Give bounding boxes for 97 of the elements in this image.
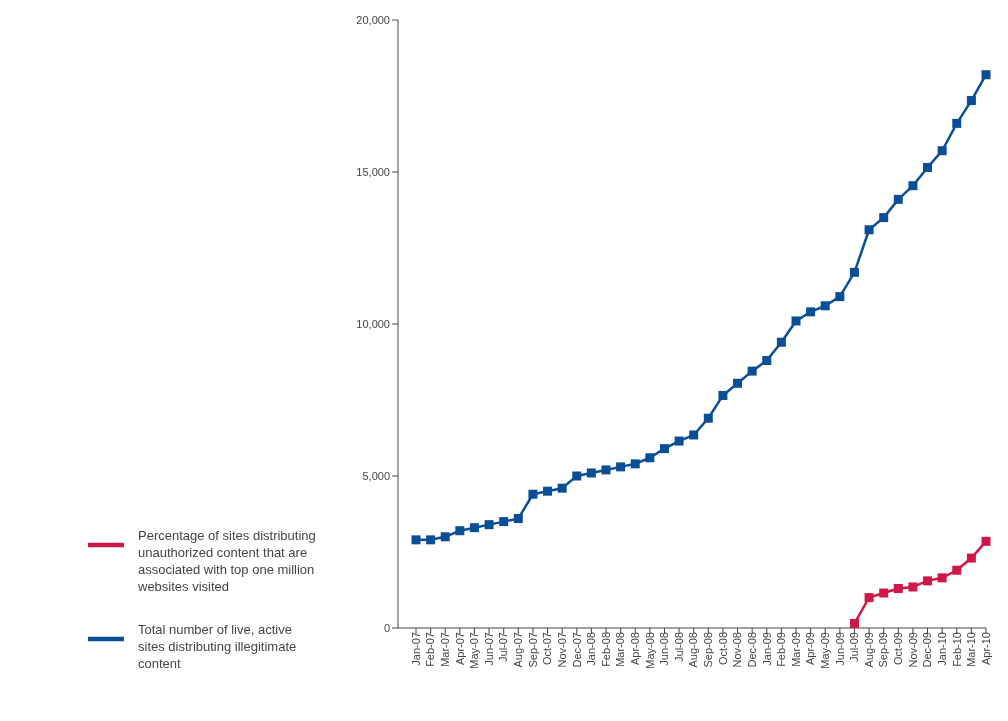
y-tick-label: 10,000 xyxy=(356,317,390,330)
point xyxy=(776,337,786,347)
point xyxy=(645,453,655,463)
x-tick-label: May-08 xyxy=(643,632,656,669)
x-tick-label: Aug-07 xyxy=(512,632,525,668)
point xyxy=(426,535,436,545)
point xyxy=(966,553,976,563)
point xyxy=(893,194,903,204)
x-tick-label: Feb-08 xyxy=(599,632,612,667)
point xyxy=(733,378,743,388)
x-tick-label: Apr-10 xyxy=(979,632,992,666)
point xyxy=(864,593,874,603)
point xyxy=(923,162,933,172)
x-tick-label: Sep-09 xyxy=(877,632,890,668)
x-tick-label: Apr-09 xyxy=(804,632,817,666)
point xyxy=(952,565,962,575)
x-tick-label: Mar-10 xyxy=(965,632,978,667)
x-tick-label: Jan-10 xyxy=(935,632,948,666)
y-tick-label: 5,000 xyxy=(362,469,390,482)
point xyxy=(952,118,962,128)
x-tick-label: Apr-08 xyxy=(629,632,642,666)
point xyxy=(616,462,626,472)
point xyxy=(543,486,553,496)
point xyxy=(879,213,889,223)
point xyxy=(908,181,918,191)
point xyxy=(981,70,991,80)
x-tick-label: May-07 xyxy=(468,632,481,669)
legend-label: Total number of live, active sites distributing illegitimate content xyxy=(138,621,298,672)
point xyxy=(499,517,509,527)
point xyxy=(835,292,845,302)
x-tick-label: Jul-09 xyxy=(848,632,861,662)
point xyxy=(718,390,728,400)
point xyxy=(586,468,596,478)
point xyxy=(849,618,859,628)
x-tick-label: Jun-09 xyxy=(833,632,846,666)
point xyxy=(937,573,947,583)
point xyxy=(937,146,947,156)
point xyxy=(689,430,699,440)
point xyxy=(484,520,494,530)
point xyxy=(411,535,421,545)
point xyxy=(820,301,830,311)
x-tick-label: Jul-07 xyxy=(497,632,510,662)
x-tick-label: Apr-07 xyxy=(453,632,466,666)
point xyxy=(513,514,523,524)
point xyxy=(674,436,684,446)
point xyxy=(455,526,465,536)
x-tick-label: Aug-09 xyxy=(862,632,875,668)
x-tick-label: Jan-08 xyxy=(585,632,598,666)
x-tick-label: May-09 xyxy=(819,632,832,669)
y-tick-label: 20,000 xyxy=(356,13,390,26)
x-tick-label: Nov-08 xyxy=(731,632,744,668)
point xyxy=(703,413,713,423)
point xyxy=(601,465,611,475)
x-tick-label: Nov-07 xyxy=(555,632,568,668)
point xyxy=(440,532,450,542)
x-tick-label: Sep-08 xyxy=(702,632,715,668)
point xyxy=(747,366,757,376)
x-tick-label: Feb-09 xyxy=(775,632,788,667)
x-tick-label: Mar-09 xyxy=(789,632,802,667)
x-tick-label: Mar-08 xyxy=(614,632,627,667)
point xyxy=(791,316,801,326)
x-tick-label: Oct-08 xyxy=(716,632,729,666)
x-tick-label: Dec-07 xyxy=(570,632,583,668)
point xyxy=(469,523,479,533)
point xyxy=(762,355,772,365)
point xyxy=(630,459,640,469)
y-tick-label: 0 xyxy=(383,621,390,634)
point xyxy=(864,225,874,235)
point xyxy=(893,583,903,593)
x-tick-label: Sep-07 xyxy=(526,632,539,668)
legend-label: Percentage of sites distributing unauthorized content that are associated with top one million websites visited xyxy=(138,527,317,595)
x-tick-label: Aug-08 xyxy=(687,632,700,668)
x-tick-label: Jan-07 xyxy=(409,632,422,666)
x-tick-label: Jun-08 xyxy=(658,632,671,666)
point xyxy=(879,588,889,598)
x-tick-label: Oct-07 xyxy=(541,632,554,666)
x-tick-label: Dec-08 xyxy=(745,632,758,668)
x-tick-label: Mar-07 xyxy=(439,632,452,667)
point xyxy=(966,96,976,106)
x-tick-label: Nov-09 xyxy=(906,632,919,668)
x-tick-label: Dec-09 xyxy=(921,632,934,668)
point xyxy=(528,489,538,499)
x-tick-label: Jul-08 xyxy=(672,632,685,662)
x-tick-label: Feb-07 xyxy=(424,632,437,667)
point xyxy=(806,307,816,317)
point xyxy=(908,582,918,592)
x-tick-label: Oct-09 xyxy=(892,632,905,666)
x-tick-label: Jun-07 xyxy=(482,632,495,666)
point xyxy=(981,536,991,546)
x-tick-label: Jan-09 xyxy=(760,632,773,666)
x-tick-label: Feb-10 xyxy=(950,632,963,667)
point xyxy=(572,471,582,481)
y-tick-label: 15,000 xyxy=(356,165,390,178)
point xyxy=(923,576,933,586)
point xyxy=(659,444,669,454)
point xyxy=(849,267,859,277)
point xyxy=(557,483,567,493)
